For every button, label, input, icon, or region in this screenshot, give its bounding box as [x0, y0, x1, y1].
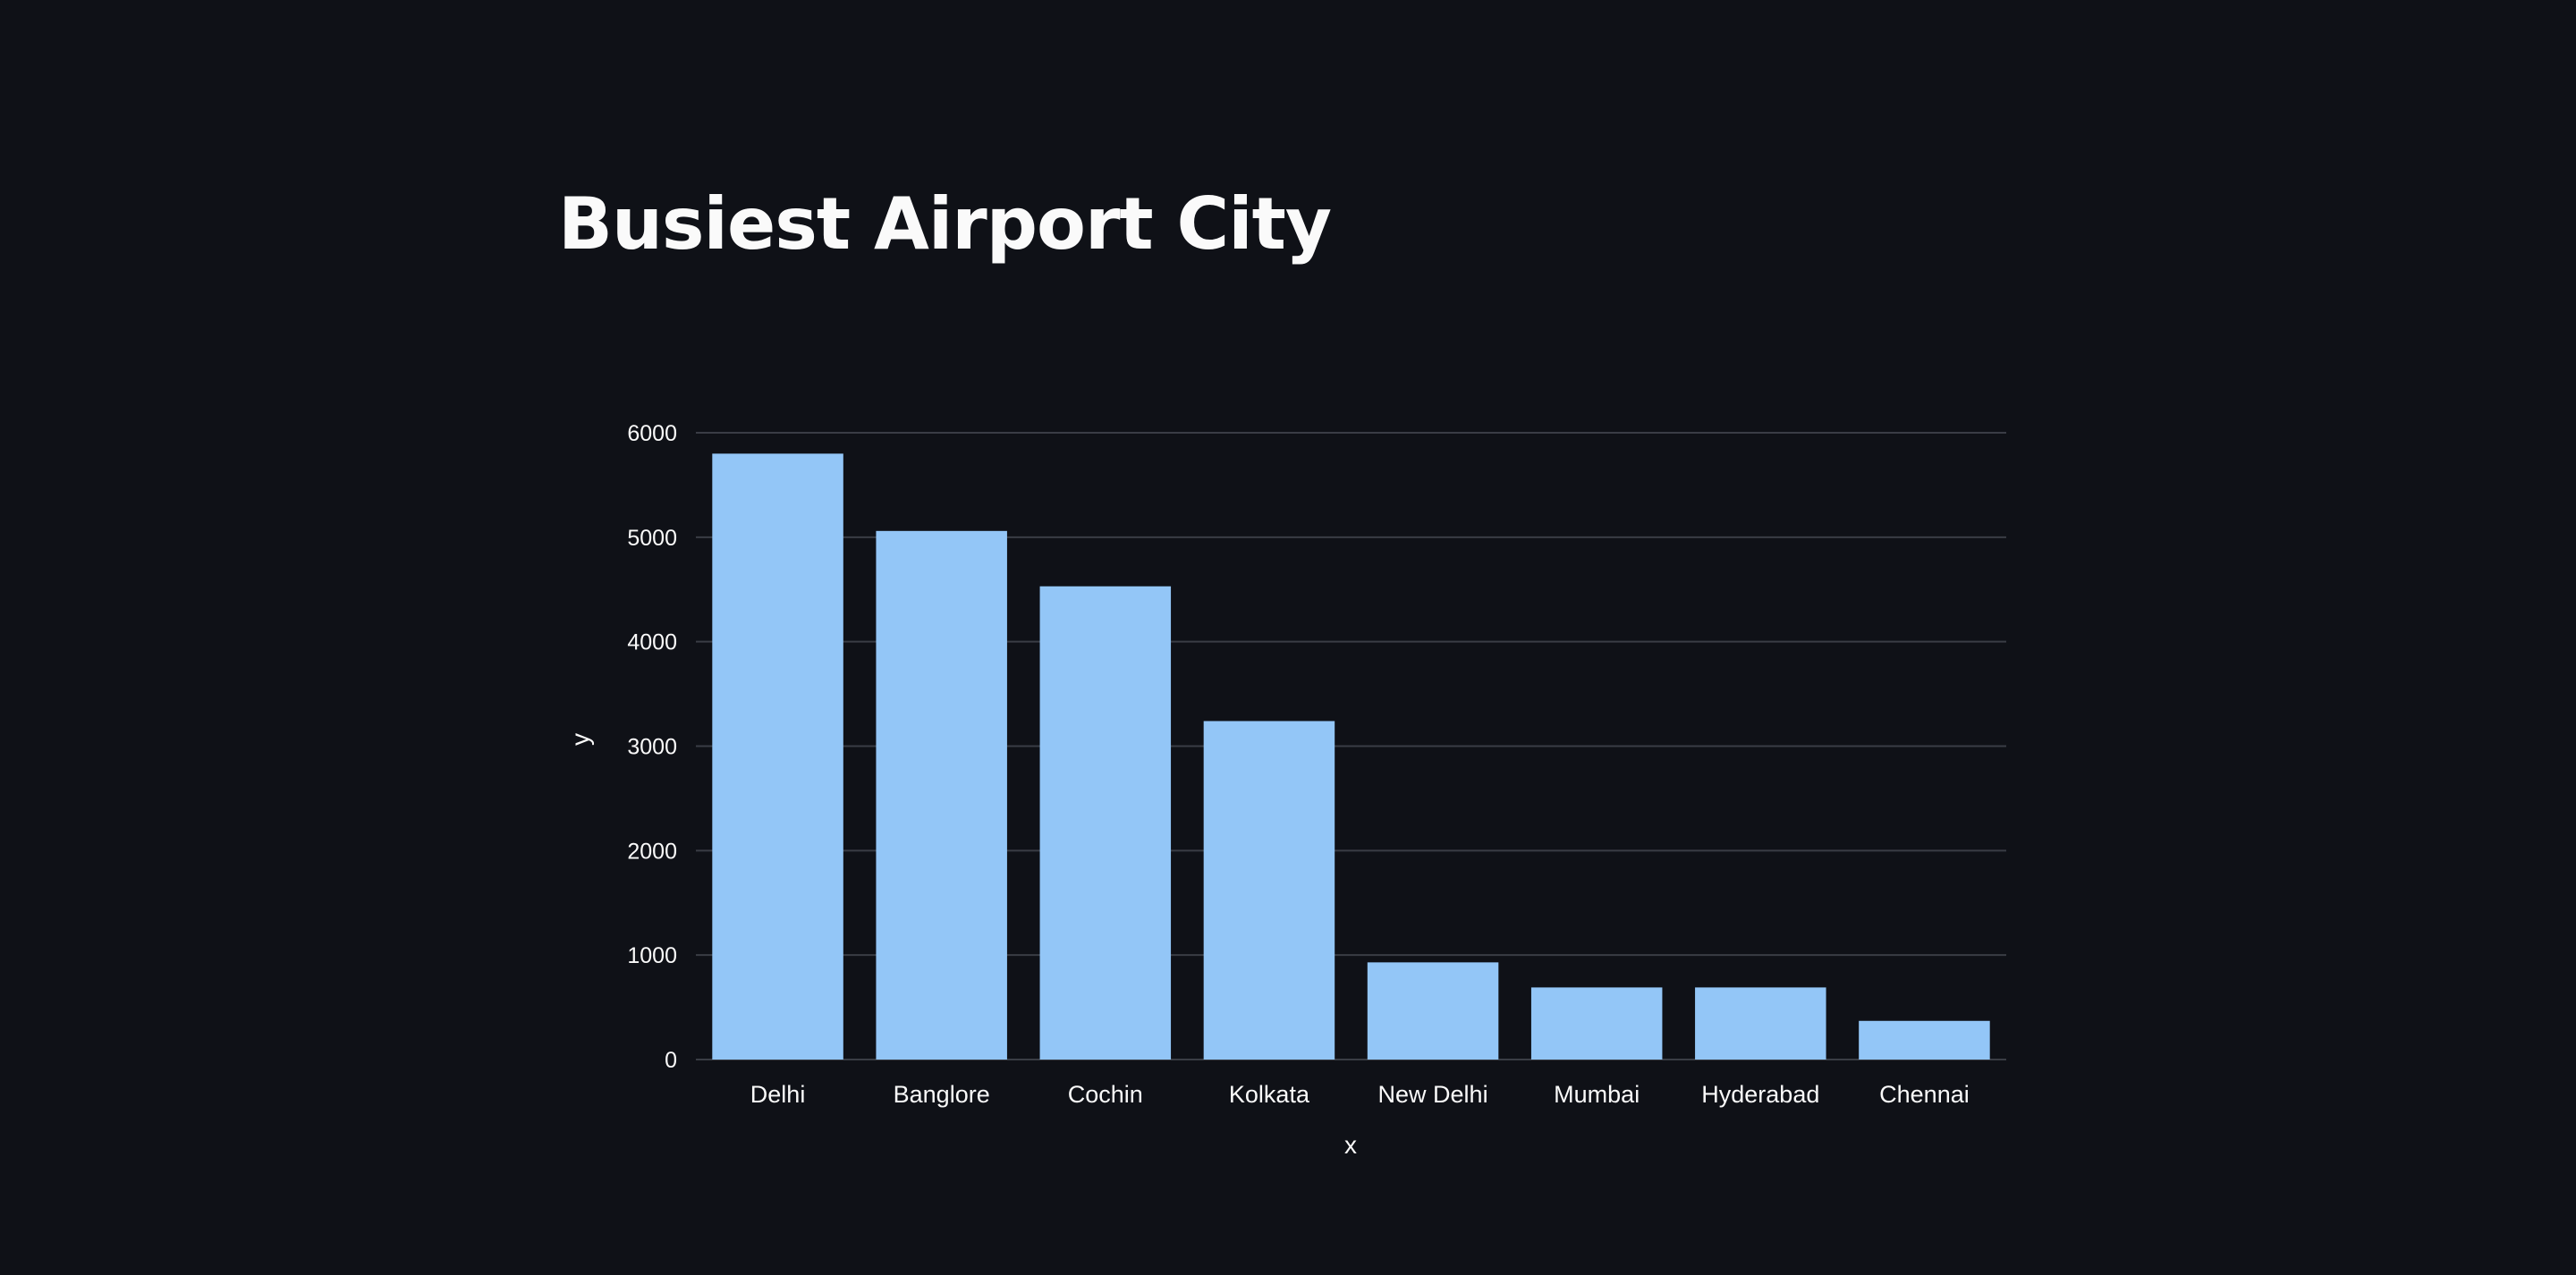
- bar-mumbai[interactable]: [1530, 987, 1663, 1060]
- bar-banglore[interactable]: [876, 530, 1007, 1060]
- y-axis-label: y: [566, 733, 594, 746]
- x-tick-label: Delhi: [750, 1081, 806, 1108]
- y-tick-label: 2000: [627, 839, 677, 864]
- bars: [712, 453, 1990, 1060]
- y-axis-ticks: 0 1000 2000 3000 4000 5000 6000: [627, 421, 677, 1073]
- bar-delhi[interactable]: [712, 453, 843, 1060]
- page-title: Busiest Airport City: [558, 182, 1332, 266]
- x-axis-label: x: [1344, 1131, 1357, 1159]
- x-tick-label: New Delhi: [1378, 1081, 1488, 1108]
- x-tick-label: Cochin: [1068, 1081, 1143, 1108]
- x-tick-label: Hyderabad: [1701, 1081, 1819, 1108]
- bar-cochin[interactable]: [1039, 586, 1172, 1060]
- x-axis-ticks: Delhi Banglore Cochin Kolkata New Delhi Mumba…: [750, 1081, 1970, 1108]
- x-tick-label: Banglore: [894, 1081, 990, 1108]
- y-tick-label: 3000: [627, 735, 677, 760]
- y-tick-label: 4000: [627, 630, 677, 655]
- x-tick-label: Kolkata: [1229, 1081, 1310, 1108]
- x-tick-label: Mumbai: [1554, 1081, 1640, 1108]
- bar-hyderabad[interactable]: [1695, 987, 1826, 1060]
- bar-chennai[interactable]: [1859, 1020, 1990, 1060]
- y-tick-label: 5000: [627, 526, 677, 551]
- bar-kolkata[interactable]: [1203, 721, 1335, 1060]
- y-tick-label: 0: [665, 1048, 677, 1073]
- x-tick-label: Chennai: [1879, 1081, 1970, 1108]
- bar-new-delhi[interactable]: [1367, 962, 1499, 1060]
- y-tick-label: 1000: [627, 943, 677, 968]
- y-tick-label: 6000: [627, 421, 677, 446]
